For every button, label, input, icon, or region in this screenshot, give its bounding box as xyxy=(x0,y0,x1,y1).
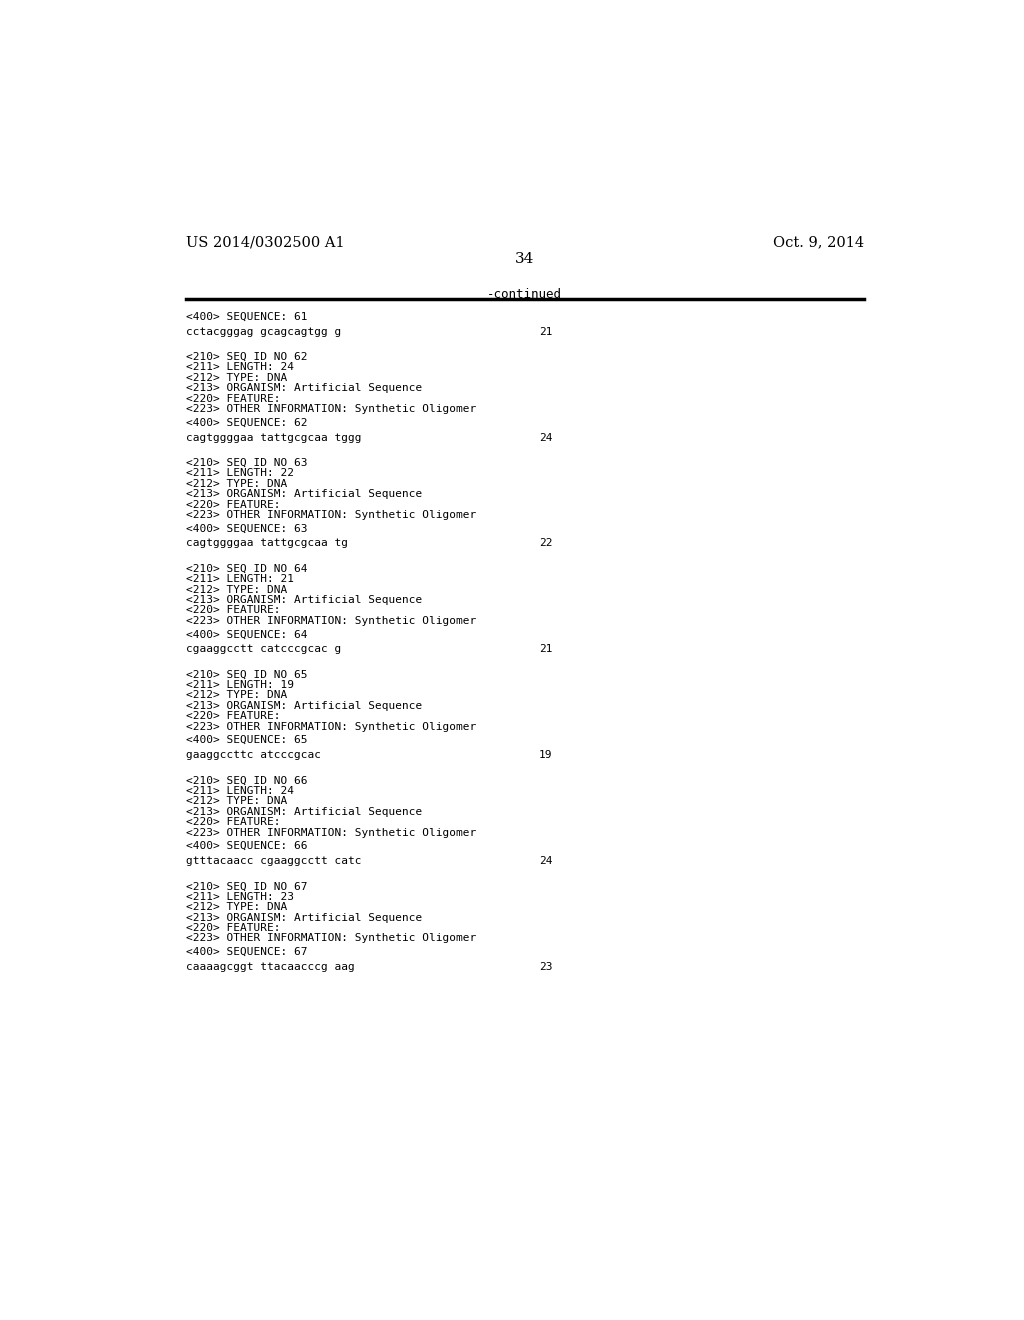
Text: <223> OTHER INFORMATION: Synthetic Oligomer: <223> OTHER INFORMATION: Synthetic Oligo… xyxy=(186,722,476,731)
Text: 22: 22 xyxy=(539,539,552,548)
Text: <400> SEQUENCE: 64: <400> SEQUENCE: 64 xyxy=(186,630,307,639)
Text: <213> ORGANISM: Artificial Sequence: <213> ORGANISM: Artificial Sequence xyxy=(186,383,422,393)
Text: caaaagcggt ttacaacccg aag: caaaagcggt ttacaacccg aag xyxy=(186,962,355,972)
Text: <220> FEATURE:: <220> FEATURE: xyxy=(186,606,281,615)
Text: <210> SEQ ID NO 66: <210> SEQ ID NO 66 xyxy=(186,776,307,785)
Text: 23: 23 xyxy=(539,962,552,972)
Text: -continued: -continued xyxy=(487,288,562,301)
Text: <220> FEATURE:: <220> FEATURE: xyxy=(186,711,281,721)
Text: cctacgggag gcagcagtgg g: cctacgggag gcagcagtgg g xyxy=(186,326,341,337)
Text: <212> TYPE: DNA: <212> TYPE: DNA xyxy=(186,479,288,488)
Text: 34: 34 xyxy=(515,252,535,267)
Text: cgaaggcctt catcccgcac g: cgaaggcctt catcccgcac g xyxy=(186,644,341,655)
Text: <210> SEQ ID NO 62: <210> SEQ ID NO 62 xyxy=(186,352,307,362)
Text: <223> OTHER INFORMATION: Synthetic Oligomer: <223> OTHER INFORMATION: Synthetic Oligo… xyxy=(186,933,476,944)
Text: <220> FEATURE:: <220> FEATURE: xyxy=(186,817,281,828)
Text: gaaggccttc atcccgcac: gaaggccttc atcccgcac xyxy=(186,750,322,760)
Text: 19: 19 xyxy=(539,750,552,760)
Text: <211> LENGTH: 19: <211> LENGTH: 19 xyxy=(186,680,294,690)
Text: <400> SEQUENCE: 61: <400> SEQUENCE: 61 xyxy=(186,312,307,322)
Text: <400> SEQUENCE: 67: <400> SEQUENCE: 67 xyxy=(186,946,307,957)
Text: <220> FEATURE:: <220> FEATURE: xyxy=(186,393,281,404)
Text: <212> TYPE: DNA: <212> TYPE: DNA xyxy=(186,372,288,383)
Text: <211> LENGTH: 21: <211> LENGTH: 21 xyxy=(186,574,294,585)
Text: <223> OTHER INFORMATION: Synthetic Oligomer: <223> OTHER INFORMATION: Synthetic Oligo… xyxy=(186,615,476,626)
Text: gtttacaacc cgaaggcctt catc: gtttacaacc cgaaggcctt catc xyxy=(186,857,361,866)
Text: <210> SEQ ID NO 63: <210> SEQ ID NO 63 xyxy=(186,458,307,467)
Text: cagtggggaa tattgcgcaa tg: cagtggggaa tattgcgcaa tg xyxy=(186,539,348,548)
Text: US 2014/0302500 A1: US 2014/0302500 A1 xyxy=(186,235,345,249)
Text: <211> LENGTH: 22: <211> LENGTH: 22 xyxy=(186,469,294,478)
Text: <211> LENGTH: 24: <211> LENGTH: 24 xyxy=(186,363,294,372)
Text: <213> ORGANISM: Artificial Sequence: <213> ORGANISM: Artificial Sequence xyxy=(186,701,422,711)
Text: <223> OTHER INFORMATION: Synthetic Oligomer: <223> OTHER INFORMATION: Synthetic Oligo… xyxy=(186,404,476,414)
Text: <210> SEQ ID NO 67: <210> SEQ ID NO 67 xyxy=(186,882,307,891)
Text: <223> OTHER INFORMATION: Synthetic Oligomer: <223> OTHER INFORMATION: Synthetic Oligo… xyxy=(186,828,476,837)
Text: <210> SEQ ID NO 65: <210> SEQ ID NO 65 xyxy=(186,669,307,680)
Text: <220> FEATURE:: <220> FEATURE: xyxy=(186,499,281,510)
Text: 24: 24 xyxy=(539,433,552,442)
Text: <400> SEQUENCE: 66: <400> SEQUENCE: 66 xyxy=(186,841,307,851)
Text: Oct. 9, 2014: Oct. 9, 2014 xyxy=(773,235,864,249)
Text: 21: 21 xyxy=(539,326,552,337)
Text: 21: 21 xyxy=(539,644,552,655)
Text: <211> LENGTH: 24: <211> LENGTH: 24 xyxy=(186,785,294,796)
Text: <400> SEQUENCE: 62: <400> SEQUENCE: 62 xyxy=(186,417,307,428)
Text: <213> ORGANISM: Artificial Sequence: <213> ORGANISM: Artificial Sequence xyxy=(186,595,422,605)
Text: <212> TYPE: DNA: <212> TYPE: DNA xyxy=(186,796,288,807)
Text: <220> FEATURE:: <220> FEATURE: xyxy=(186,923,281,933)
Text: <400> SEQUENCE: 63: <400> SEQUENCE: 63 xyxy=(186,524,307,533)
Text: <213> ORGANISM: Artificial Sequence: <213> ORGANISM: Artificial Sequence xyxy=(186,490,422,499)
Text: <212> TYPE: DNA: <212> TYPE: DNA xyxy=(186,903,288,912)
Text: <400> SEQUENCE: 65: <400> SEQUENCE: 65 xyxy=(186,735,307,744)
Text: <212> TYPE: DNA: <212> TYPE: DNA xyxy=(186,690,288,701)
Text: cagtggggaa tattgcgcaa tggg: cagtggggaa tattgcgcaa tggg xyxy=(186,433,361,442)
Text: <212> TYPE: DNA: <212> TYPE: DNA xyxy=(186,585,288,594)
Text: <213> ORGANISM: Artificial Sequence: <213> ORGANISM: Artificial Sequence xyxy=(186,912,422,923)
Text: 24: 24 xyxy=(539,857,552,866)
Text: <213> ORGANISM: Artificial Sequence: <213> ORGANISM: Artificial Sequence xyxy=(186,807,422,817)
Text: <210> SEQ ID NO 64: <210> SEQ ID NO 64 xyxy=(186,564,307,574)
Text: <223> OTHER INFORMATION: Synthetic Oligomer: <223> OTHER INFORMATION: Synthetic Oligo… xyxy=(186,510,476,520)
Text: <211> LENGTH: 23: <211> LENGTH: 23 xyxy=(186,892,294,902)
